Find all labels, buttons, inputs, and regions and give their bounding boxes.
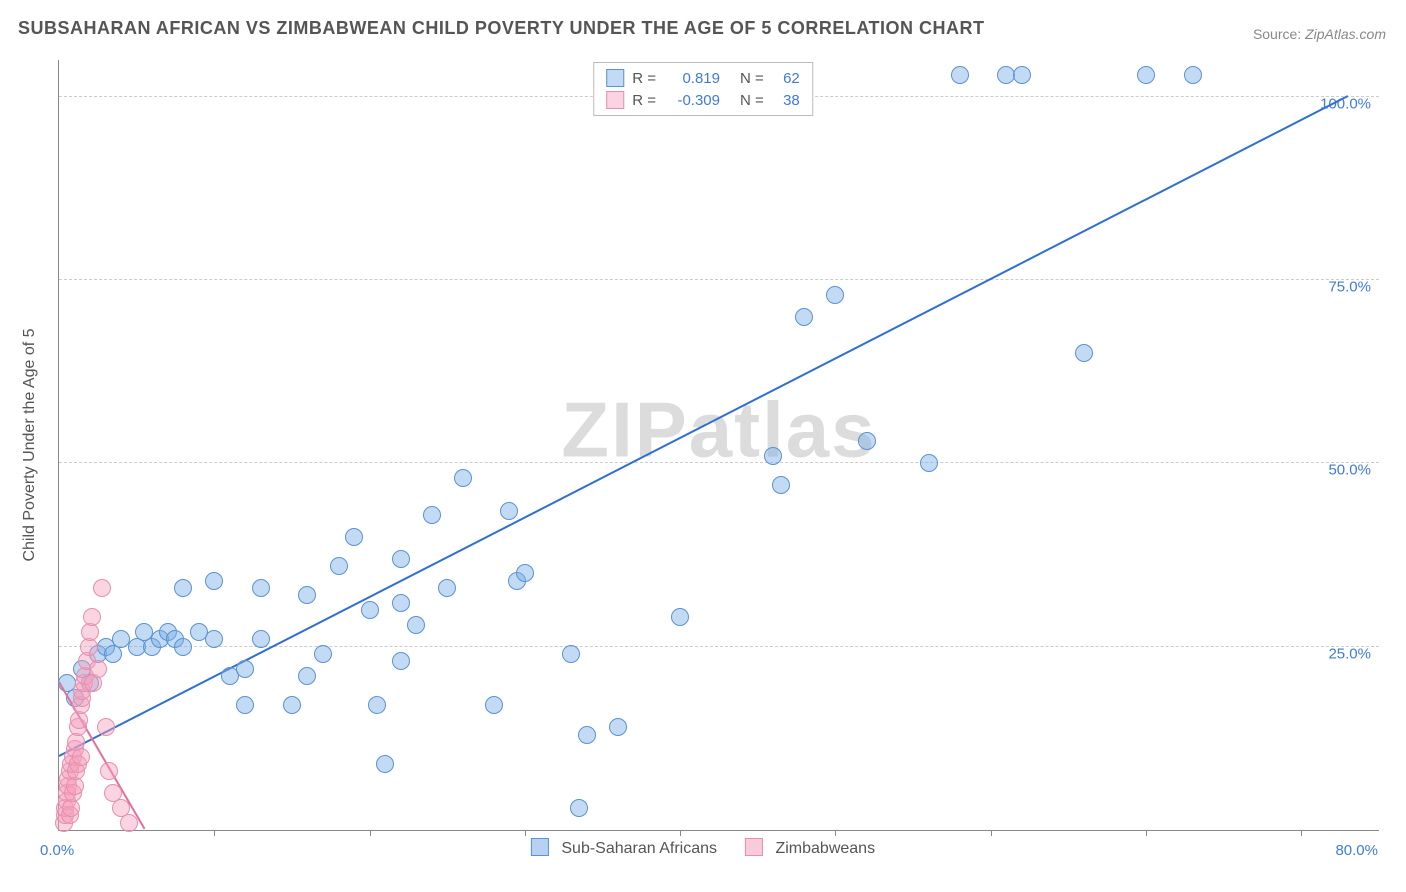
data-point (205, 630, 223, 648)
data-point (1075, 344, 1093, 362)
data-point (392, 652, 410, 670)
n-label: N = (740, 70, 764, 87)
data-point (423, 506, 441, 524)
data-point (236, 660, 254, 678)
data-point (205, 572, 223, 590)
data-point (1184, 66, 1202, 84)
correlation-legend: R = 0.819 N = 62 R = -0.309 N = 38 (593, 62, 813, 116)
data-point (562, 645, 580, 663)
data-point (283, 696, 301, 714)
data-point (93, 579, 111, 597)
x-origin-label: 0.0% (40, 842, 74, 859)
y-tick-label: 75.0% (1328, 279, 1371, 296)
data-point (772, 476, 790, 494)
x-tick-mark (991, 830, 992, 836)
data-point (407, 616, 425, 634)
data-point (97, 718, 115, 736)
legend-swatch (606, 69, 624, 87)
data-point (376, 755, 394, 773)
data-point (570, 799, 588, 817)
x-max-label: 80.0% (1335, 842, 1378, 859)
data-point (361, 601, 379, 619)
data-point (951, 66, 969, 84)
chart-canvas: SUBSAHARAN AFRICAN VS ZIMBABWEAN CHILD P… (0, 0, 1406, 892)
x-tick-mark (370, 830, 371, 836)
correlation-legend-row: R = 0.819 N = 62 (594, 67, 812, 89)
legend-swatch (531, 838, 549, 856)
data-point (298, 586, 316, 604)
source-value: ZipAtlas.com (1305, 26, 1386, 42)
data-point (368, 696, 386, 714)
data-point (1137, 66, 1155, 84)
data-point (330, 557, 348, 575)
y-tick-label: 50.0% (1328, 462, 1371, 479)
data-point (392, 550, 410, 568)
y-tick-label: 25.0% (1328, 645, 1371, 662)
data-point (1013, 66, 1031, 84)
data-point (764, 447, 782, 465)
data-point (795, 308, 813, 326)
data-point (920, 454, 938, 472)
data-point (578, 726, 596, 744)
x-tick-mark (1301, 830, 1302, 836)
data-point (252, 579, 270, 597)
data-point (89, 660, 107, 678)
n-value: 38 (772, 92, 800, 109)
chart-title: SUBSAHARAN AFRICAN VS ZIMBABWEAN CHILD P… (18, 18, 985, 39)
legend-item: Sub-Saharan Africans (531, 838, 717, 858)
legend-swatch (745, 838, 763, 856)
data-point (454, 469, 472, 487)
legend-label: Sub-Saharan Africans (561, 840, 717, 857)
data-point (438, 579, 456, 597)
source-label: Source: (1253, 26, 1301, 42)
x-tick-mark (680, 830, 681, 836)
plot-area: ZIPatlas 25.0%50.0%75.0%100.0% (58, 60, 1379, 831)
data-point (298, 667, 316, 685)
y-axis-title: Child Poverty Under the Age of 5 (21, 328, 39, 561)
data-point (516, 564, 534, 582)
gridline (59, 462, 1379, 463)
data-point (174, 638, 192, 656)
data-point (485, 696, 503, 714)
legend-item: Zimbabweans (745, 838, 875, 858)
source-attribution: Source: ZipAtlas.com (1253, 26, 1386, 42)
data-point (826, 286, 844, 304)
r-label: R = (632, 92, 656, 109)
data-point (120, 814, 138, 832)
data-point (858, 432, 876, 450)
data-point (314, 645, 332, 663)
data-point (72, 748, 90, 766)
legend-label: Zimbabweans (775, 840, 875, 857)
n-value: 62 (772, 70, 800, 87)
correlation-legend-row: R = -0.309 N = 38 (594, 89, 812, 111)
x-tick-mark (835, 830, 836, 836)
data-point (345, 528, 363, 546)
data-point (392, 594, 410, 612)
data-point (100, 762, 118, 780)
x-tick-mark (525, 830, 526, 836)
data-point (174, 579, 192, 597)
r-value: -0.309 (664, 92, 720, 109)
r-label: R = (632, 70, 656, 87)
data-point (671, 608, 689, 626)
series-legend: Sub-Saharan Africans Zimbabweans (531, 838, 875, 858)
n-label: N = (740, 92, 764, 109)
data-point (252, 630, 270, 648)
legend-swatch (606, 91, 624, 109)
x-tick-mark (214, 830, 215, 836)
data-point (609, 718, 627, 736)
data-point (500, 502, 518, 520)
r-value: 0.819 (664, 70, 720, 87)
gridline (59, 279, 1379, 280)
data-point (236, 696, 254, 714)
trend-line (59, 95, 1349, 757)
data-point (83, 608, 101, 626)
x-tick-mark (1146, 830, 1147, 836)
